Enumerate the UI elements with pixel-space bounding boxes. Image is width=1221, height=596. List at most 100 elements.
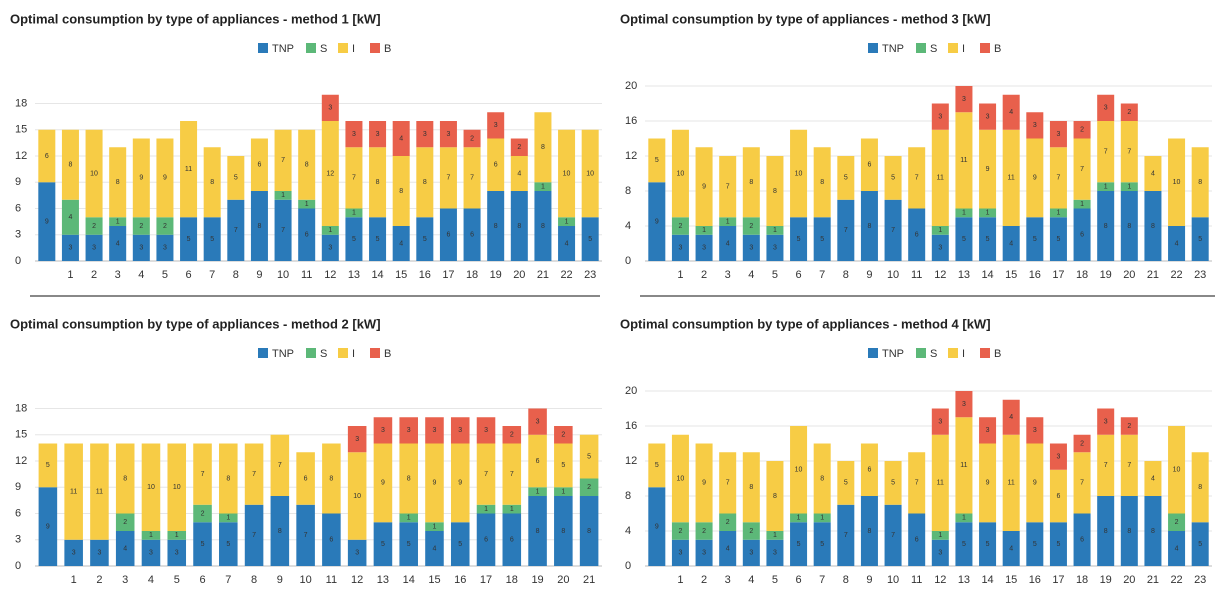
x-tick-label: 3 (725, 574, 731, 586)
bar-segment (270, 496, 290, 566)
bar-segment (695, 226, 713, 235)
bar-segment (439, 147, 457, 209)
value-label: 10 (677, 170, 685, 177)
value-label: 2 (587, 484, 591, 491)
bar-segment (296, 504, 315, 566)
bar-segment (219, 522, 238, 566)
x-tick-label: 10 (887, 269, 899, 281)
bar-segment (1120, 434, 1138, 496)
value-label: 12 (326, 170, 334, 177)
bar-segment (439, 208, 457, 261)
value-label: 8 (305, 162, 309, 169)
x-tick-label: 9 (277, 574, 283, 586)
bar-segment (132, 138, 150, 218)
value-label: 8 (376, 179, 380, 186)
bar-segment (955, 522, 973, 566)
x-tick-label: 4 (148, 574, 154, 586)
bar-segment (1002, 94, 1020, 130)
value-label: 5 (407, 541, 411, 548)
bar-segment (61, 234, 79, 261)
bar-segment (1191, 522, 1209, 566)
value-label: 6 (1080, 537, 1084, 544)
value-label: 11 (96, 488, 103, 495)
bar-segment (534, 182, 552, 191)
bar-segment (1049, 469, 1067, 523)
value-label: 2 (470, 135, 474, 142)
value-label: 3 (68, 245, 72, 252)
value-label: 3 (376, 131, 380, 138)
bar-segment (510, 156, 528, 191)
value-label: 5 (423, 236, 427, 243)
bar-segment (1026, 522, 1044, 566)
bar-segment (193, 504, 212, 523)
y-tick-label: 8 (625, 490, 631, 502)
value-label: 7 (891, 227, 895, 234)
value-label: 3 (773, 550, 777, 557)
x-tick-label: 6 (199, 574, 205, 586)
legend-label: S (930, 43, 937, 55)
y-tick-label: 0 (15, 255, 21, 267)
value-label: 3 (938, 113, 942, 120)
bar-segment (534, 191, 552, 261)
value-label: 6 (329, 537, 333, 544)
bar-segment (64, 443, 83, 540)
value-label: 4 (726, 240, 730, 247)
value-label: 10 (90, 170, 98, 177)
bar-segment (463, 147, 481, 209)
value-label: 3 (536, 418, 540, 425)
value-label: 4 (399, 240, 403, 247)
legend-swatch (916, 348, 926, 358)
value-label: 8 (749, 179, 753, 186)
bar-segment (347, 539, 367, 566)
bar-segment (979, 443, 997, 523)
bar-segment (399, 513, 418, 523)
bar-segment (399, 522, 418, 566)
value-label: 3 (1033, 122, 1037, 129)
bar-segment (115, 513, 135, 531)
y-tick-label: 20 (625, 385, 637, 397)
bar-segment (1168, 226, 1186, 261)
value-label: 3 (92, 245, 96, 252)
value-label: 5 (655, 157, 659, 164)
bar-segment (1002, 531, 1020, 566)
x-tick-label: 11 (911, 269, 922, 281)
value-label: 4 (68, 214, 72, 221)
value-label: 8 (329, 475, 333, 482)
bar-segment (1120, 496, 1138, 566)
bar-segment (109, 147, 127, 218)
y-tick-label: 4 (625, 220, 631, 232)
bar-segment (1120, 121, 1138, 183)
bar-segment (742, 539, 760, 566)
bar-segment (742, 452, 760, 523)
bar-segment (908, 513, 926, 566)
legend-label: TNP (882, 348, 904, 360)
bar-segment (695, 539, 713, 566)
value-label: 5 (234, 175, 238, 182)
x-tick-label: 13 (958, 574, 970, 586)
value-label: 1 (938, 532, 942, 539)
value-label: 1 (149, 532, 153, 539)
value-label: 2 (1080, 127, 1084, 134)
chart-title: Optimal consumption by type of appliance… (10, 11, 381, 26)
bar-segment (109, 217, 127, 226)
value-label: 7 (726, 183, 730, 190)
bar-segment (534, 112, 552, 183)
value-label: 8 (423, 179, 427, 186)
bar-segment (671, 129, 689, 218)
value-label: 8 (1104, 223, 1108, 230)
bar-segment (227, 199, 245, 261)
value-label: 1 (226, 515, 230, 522)
value-label: 6 (494, 162, 498, 169)
value-label: 4 (1009, 545, 1013, 552)
bar-segment (425, 522, 444, 531)
x-tick-label: 18 (1076, 574, 1088, 586)
y-tick-label: 0 (625, 560, 631, 572)
x-tick-label: 6 (796, 269, 802, 281)
value-label: 8 (257, 223, 261, 230)
x-tick-label: 14 (403, 574, 415, 586)
bar-segment (487, 112, 505, 139)
legend-swatch (980, 348, 990, 358)
value-label: 7 (510, 471, 514, 478)
value-label: 2 (749, 223, 753, 230)
bar-segment (955, 417, 973, 514)
